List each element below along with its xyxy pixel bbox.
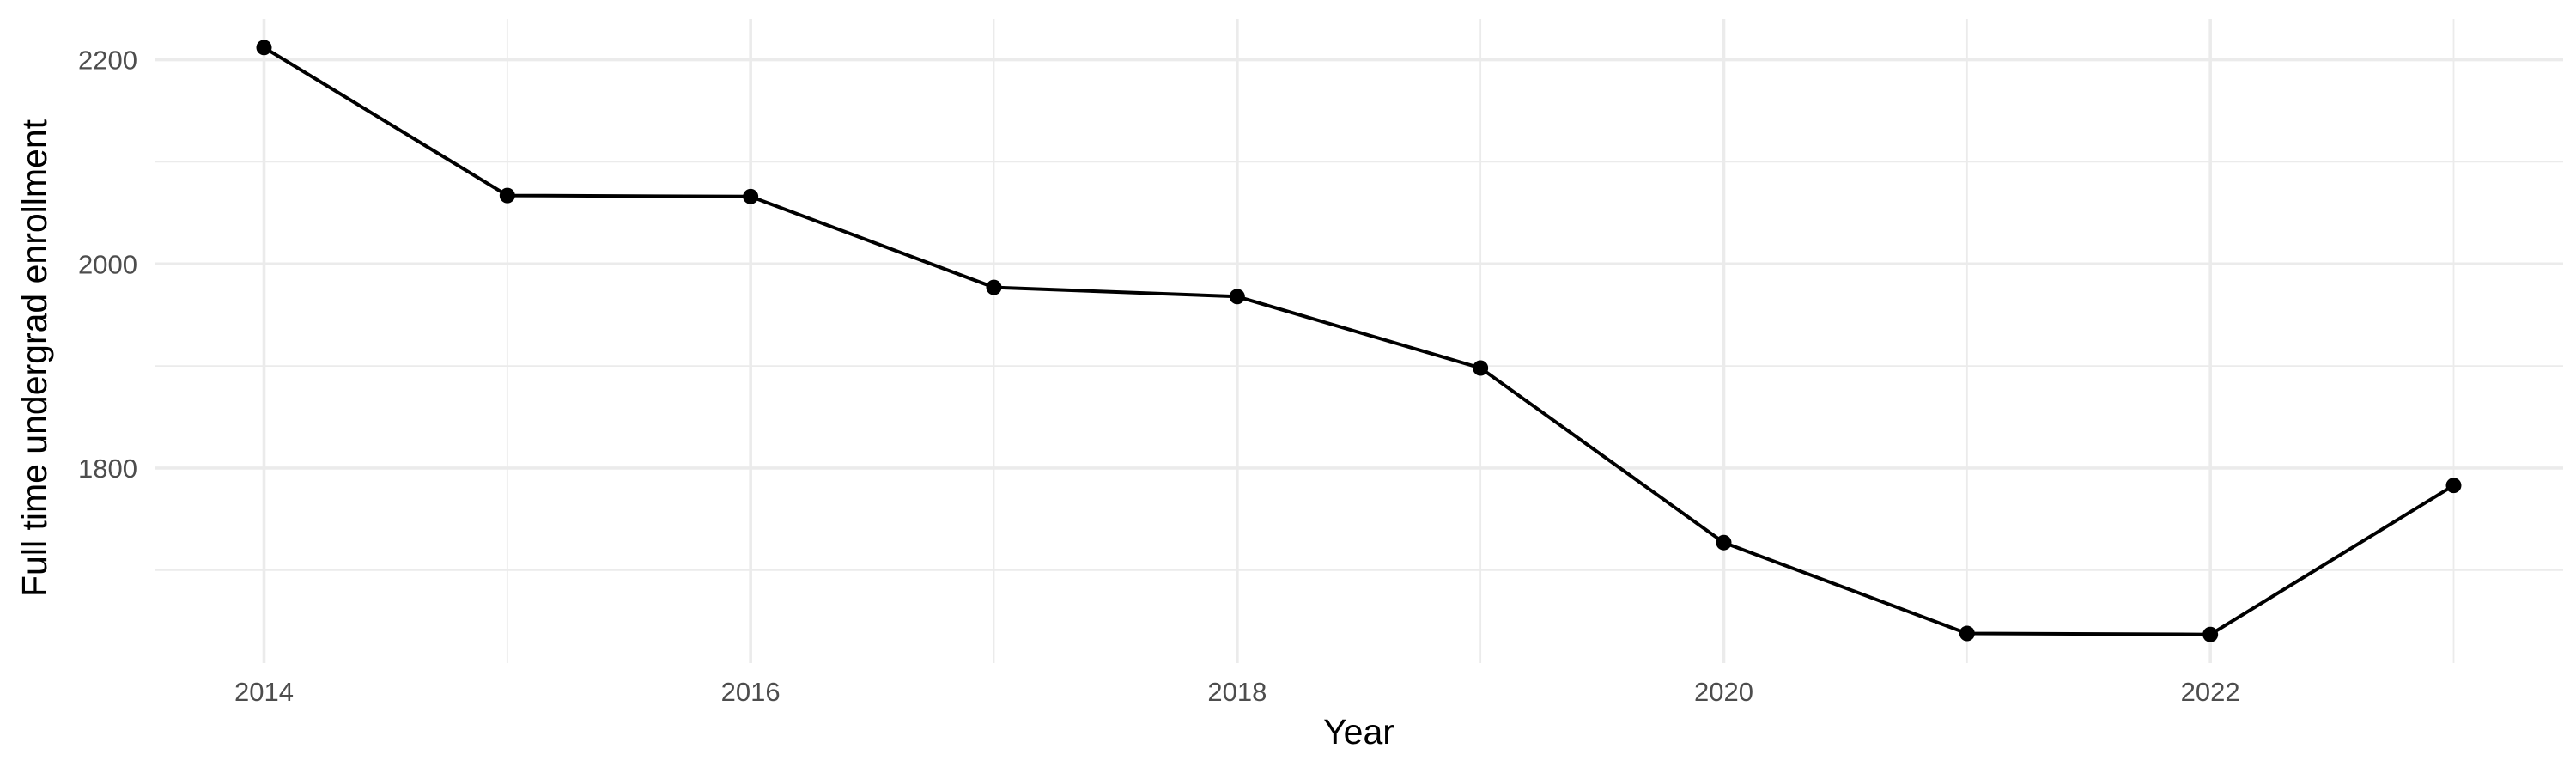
data-point xyxy=(743,188,759,204)
y-axis-tick-labels: 1800 2000 2200 xyxy=(78,46,137,484)
y-axis-title: Full time undergrad enrollment xyxy=(15,119,54,597)
y-tick-label: 2000 xyxy=(78,249,137,279)
data-point xyxy=(1473,360,1489,376)
data-point xyxy=(2202,626,2219,642)
y-tick-label: 1800 xyxy=(78,453,137,484)
data-point xyxy=(1959,625,1975,642)
y-tick-label: 2200 xyxy=(78,46,137,76)
data-point xyxy=(499,187,515,204)
series-line xyxy=(263,46,2455,636)
minor-gridlines xyxy=(155,19,2563,663)
major-gridlines xyxy=(155,19,2563,663)
series-layer xyxy=(256,40,2462,642)
x-tick-label: 2022 xyxy=(2181,677,2240,707)
x-tick-label: 2018 xyxy=(1207,677,1267,707)
data-point xyxy=(2445,478,2462,494)
x-axis-title: Year xyxy=(1323,712,1394,752)
data-point xyxy=(256,40,272,56)
x-axis-tick-labels: 2014 2016 2018 2020 2022 xyxy=(234,677,2240,707)
x-tick-label: 2014 xyxy=(234,677,294,707)
x-tick-label: 2016 xyxy=(721,677,781,707)
data-point xyxy=(1716,534,1732,551)
data-point xyxy=(1229,289,1245,305)
x-tick-label: 2020 xyxy=(1694,677,1753,707)
data-point xyxy=(986,279,1002,295)
